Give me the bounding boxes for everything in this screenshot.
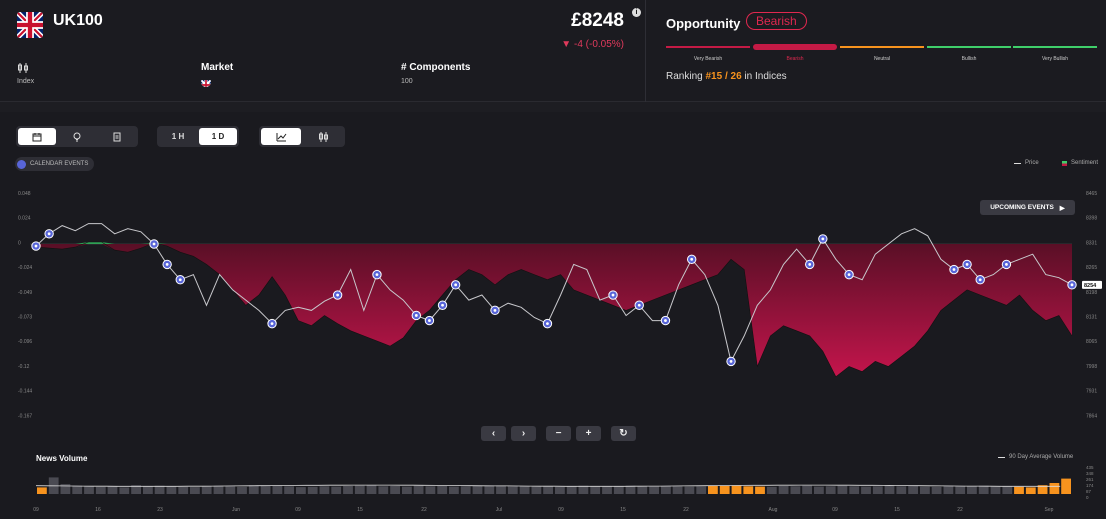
uk-flag-icon [17, 12, 43, 38]
play-icon: ▶ [1059, 204, 1065, 212]
opportunity-title: Opportunity [666, 16, 741, 31]
ticker-symbol: UK100 [53, 12, 103, 29]
legend-price-label: Price [1025, 160, 1039, 166]
scroll-left-button[interactable]: ‹ [481, 426, 506, 441]
chart-type-toggle-group [259, 126, 345, 147]
sentiment-bar-very-bearish [666, 46, 750, 48]
price-legend-swatch [1014, 162, 1021, 164]
area-chart-button[interactable] [261, 128, 301, 145]
zoom-in-button[interactable]: + [576, 426, 601, 441]
chart-panel [0, 112, 1106, 519]
asset-header: UK100 £8248 i ▼ -4 (-0.05%) Index Market… [0, 0, 1106, 102]
calendar-icon [32, 132, 42, 141]
sentiment-bar-bearish [753, 44, 837, 50]
upcoming-events-button[interactable]: UPCOMING EVENTS ▶ [980, 200, 1075, 215]
news-volume-legend-label: 90 Day Average Volume [1009, 454, 1074, 460]
insights-view-button[interactable] [58, 128, 96, 145]
calendar-events-label: CALENDAR EVENTS [30, 161, 89, 167]
sentiment-bar-bullish [927, 46, 1011, 48]
scroll-right-button[interactable]: › [511, 426, 536, 441]
components-label: # Components [401, 62, 471, 73]
market-flag-icon [201, 77, 211, 87]
lightbulb-icon [73, 132, 81, 141]
refresh-icon: ↻ [619, 428, 628, 439]
market-label: Market [201, 62, 234, 73]
calendar-events-toggle[interactable]: CALENDAR EVENTS [15, 157, 95, 171]
sentiment-label-bearish: Bearish [786, 56, 804, 62]
candlestick-icon [17, 62, 29, 77]
sentiment-bar-very-bullish [1013, 46, 1097, 48]
legend-sentiment-label: Sentiment [1071, 160, 1099, 166]
legend-sentiment[interactable]: Sentiment [1062, 160, 1098, 166]
upcoming-events-label: UPCOMING EVENTS [990, 204, 1054, 211]
opportunity-status-badge: Bearish [746, 12, 807, 30]
candlestick-chart-button[interactable] [303, 128, 343, 145]
chevron-left-icon: ‹ [491, 428, 496, 439]
candlestick-icon [318, 131, 328, 142]
calendar-events-dot-icon [17, 159, 26, 169]
current-price: £8248 [571, 10, 624, 31]
components-value: 100 [401, 78, 413, 85]
document-icon [113, 132, 121, 141]
area-chart-icon [276, 132, 286, 141]
asset-type: Index [17, 78, 35, 85]
sentiment-label-bullish: Bullish [961, 56, 977, 62]
header-divider [645, 0, 646, 102]
chevron-right-icon: › [521, 428, 526, 439]
sentiment-legend-swatch [1062, 160, 1067, 166]
info-icon[interactable]: i [632, 8, 641, 17]
sentiment-bar-neutral [840, 46, 924, 48]
ranking-prefix: Ranking [666, 71, 703, 82]
ranking-value: #15 / 26 [705, 71, 742, 82]
zoom-out-button[interactable]: − [546, 426, 571, 441]
ranking: Ranking #15 / 26 in Indices [666, 71, 787, 82]
documents-view-button[interactable] [98, 128, 136, 145]
price-change-value: -4 (-0.05%) [573, 39, 624, 50]
sentiment-label-very-bearish: Very Bearish [693, 56, 723, 62]
range-toggle-group: 1 H 1 D [157, 126, 239, 147]
range-1h-button[interactable]: 1 H [171, 132, 185, 141]
ranking-suffix: in Indices [744, 71, 787, 82]
sentiment-label-very-bullish: Very Bullish [1041, 56, 1069, 62]
calendar-view-button[interactable] [18, 128, 56, 145]
news-volume-legend: 90 Day Average Volume [998, 454, 1073, 460]
legend-price[interactable]: Price [1014, 160, 1039, 166]
minus-icon: − [555, 428, 562, 439]
plus-icon: + [585, 428, 592, 439]
range-1d-button[interactable]: 1 D [199, 128, 237, 145]
sentiment-label-neutral: Neutral [873, 56, 891, 62]
reset-zoom-button[interactable]: ↻ [611, 426, 636, 441]
avg-volume-swatch [998, 456, 1005, 458]
price-change: ▼ -4 (-0.05%) [561, 39, 624, 50]
view-toggle-group [16, 126, 138, 147]
news-volume-title: News Volume [36, 454, 88, 463]
